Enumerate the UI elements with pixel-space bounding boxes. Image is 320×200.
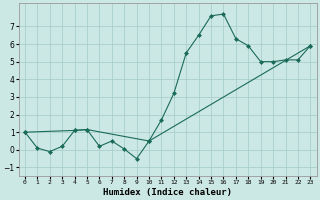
- X-axis label: Humidex (Indice chaleur): Humidex (Indice chaleur): [103, 188, 232, 197]
